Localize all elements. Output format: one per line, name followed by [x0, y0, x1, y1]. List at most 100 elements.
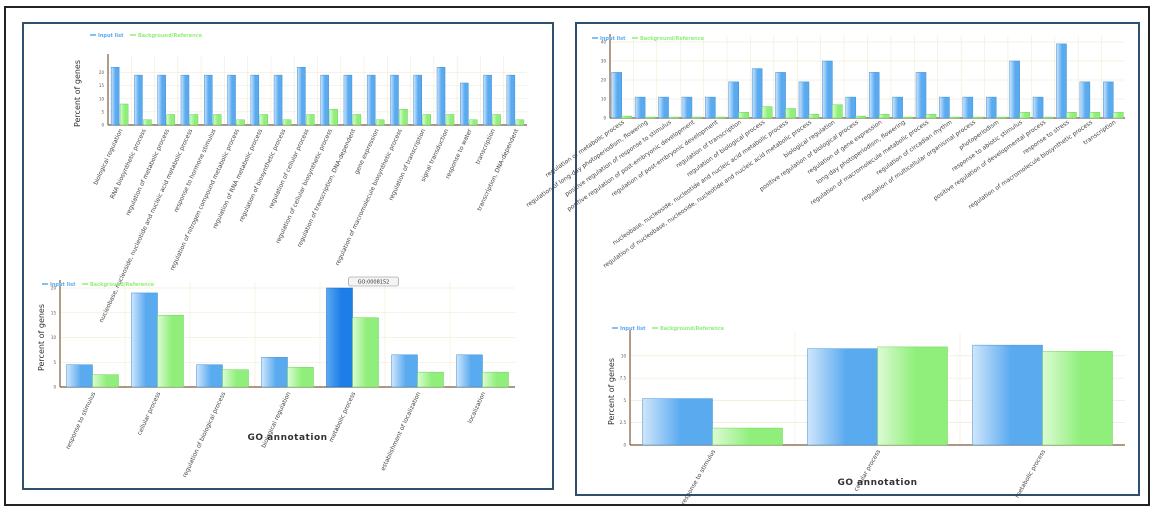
reference-bar — [691, 116, 703, 119]
reference-bar — [925, 113, 937, 119]
input-bar — [204, 74, 213, 126]
figure-frame — [4, 6, 1150, 506]
category-label: regulation of biological process — [181, 391, 227, 479]
reference-bar — [996, 116, 1007, 119]
reference-bar — [282, 119, 292, 126]
input-bar — [868, 72, 880, 119]
reference-bar — [738, 112, 749, 119]
category-label: localization — [467, 391, 488, 425]
input-bar — [807, 348, 878, 446]
legend-label-input: Input list — [98, 33, 124, 39]
input-bar — [460, 82, 469, 126]
category-label: response to stimulus — [680, 449, 717, 507]
y-tick-label: 30 — [601, 59, 607, 64]
y-tick-label: 10 — [99, 96, 105, 101]
reference-bar — [1042, 116, 1054, 119]
input-bar — [1032, 96, 1044, 119]
input-bar — [892, 96, 903, 119]
reference-bar — [375, 119, 385, 126]
input-bar — [506, 74, 516, 126]
input-bar — [634, 96, 646, 119]
category-label: metabolic process — [328, 391, 357, 443]
input-bar — [751, 68, 763, 119]
reference-bar — [352, 114, 362, 126]
reference-bar — [621, 115, 632, 119]
reference-bar — [399, 109, 408, 126]
y-tick-label: 20 — [51, 286, 57, 291]
input-bar — [681, 96, 693, 119]
category-label: metabolic process — [1014, 449, 1047, 500]
reference-bar — [808, 113, 820, 119]
x-axis-title: GO annotation — [837, 478, 917, 488]
reference-bar — [213, 114, 222, 126]
input-bar — [273, 74, 283, 126]
input-bar — [320, 74, 329, 126]
reference-bar — [1042, 351, 1113, 446]
reference-bar — [329, 109, 338, 126]
input-bar — [915, 72, 927, 119]
category-label: transcription — [474, 128, 497, 166]
reference-bar — [143, 119, 152, 126]
reference-bar — [877, 346, 948, 446]
input-bar — [1009, 60, 1020, 119]
category-label: response to water — [444, 127, 473, 180]
reference-bar — [287, 366, 314, 388]
category-label: regulation of metabolic process — [125, 128, 171, 217]
legend-label-input: Input list — [600, 36, 626, 42]
y-tick-label: 0 — [623, 443, 626, 448]
category-label: regulation of biosynthetic process — [238, 128, 287, 223]
reference-bar — [902, 116, 913, 119]
y-tick-label: 20 — [99, 70, 105, 75]
y-axis-title: Percent of genes — [73, 60, 82, 127]
input-bar — [642, 398, 713, 446]
reference-bar — [878, 113, 890, 119]
input-bar — [261, 357, 288, 388]
y-tick-label: 7.5 — [620, 376, 627, 381]
input-bar — [131, 292, 158, 388]
input-bar — [343, 74, 353, 126]
input-bar — [845, 96, 857, 119]
category-label: response to hormone stimulus — [173, 128, 218, 214]
reference-bar — [119, 103, 129, 126]
input-bar — [110, 67, 120, 126]
reference-bar — [1019, 112, 1030, 119]
reference-bar — [492, 114, 501, 126]
input-bar — [972, 344, 1043, 446]
reference-bar — [306, 114, 315, 126]
reference-bar — [761, 106, 773, 119]
reference-bar — [422, 114, 431, 126]
input-bar — [1103, 81, 1114, 119]
input-bar — [227, 74, 236, 126]
input-bar — [180, 74, 190, 126]
category-label: regulation of post-embryonic development — [610, 119, 720, 199]
y-tick-label: 2.5 — [620, 420, 627, 425]
reference-bar — [417, 371, 444, 388]
legend-label-ref: Background/Reference — [138, 33, 203, 39]
input-bar — [611, 72, 622, 119]
input-bar — [775, 72, 786, 119]
y-tick-label: 10 — [601, 97, 607, 102]
reference-bar — [855, 115, 867, 119]
reference-bar — [1089, 112, 1101, 119]
input-bar — [297, 67, 306, 126]
y-tick-label: 5 — [623, 398, 626, 403]
y-tick-label: 10 — [51, 335, 57, 340]
category-label: response to stimulus — [65, 391, 98, 451]
y-tick-label: 40 — [601, 40, 607, 45]
reference-bar — [222, 369, 249, 388]
tooltip-box — [348, 276, 399, 287]
reference-bar — [715, 116, 726, 119]
input-bar — [366, 74, 376, 126]
input-bar — [1056, 43, 1067, 119]
reference-bar — [1113, 112, 1124, 119]
reference-bar — [92, 374, 119, 388]
input-bar — [822, 60, 833, 119]
legend-label-input: Input list — [50, 282, 76, 288]
input-bar — [326, 287, 353, 388]
input-bar — [962, 96, 974, 119]
reference-bar — [236, 119, 245, 126]
y-tick-label: 10 — [621, 353, 627, 358]
reference-bar — [668, 116, 679, 119]
